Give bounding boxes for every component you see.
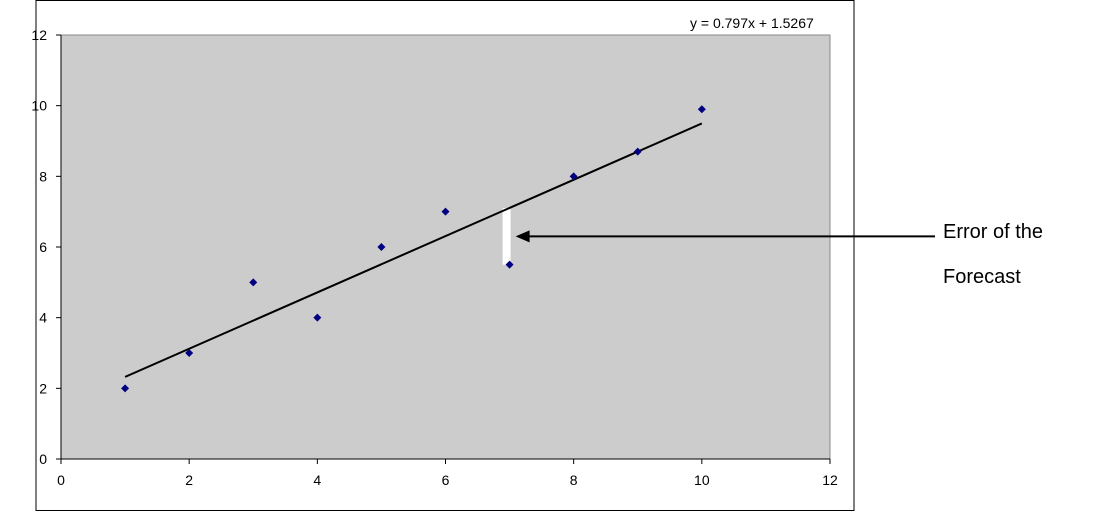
data-points (121, 105, 706, 393)
x-tick-label: 2 (185, 472, 193, 488)
data-point (697, 105, 706, 114)
y-tick-label: 6 (39, 239, 47, 255)
x-tick-label: 12 (822, 472, 838, 488)
trendline-equation: y = 0.797x + 1.5267 (690, 15, 814, 31)
x-tick-label: 10 (694, 472, 710, 488)
data-point (505, 260, 514, 269)
trendline (124, 122, 703, 378)
x-tick-label: 8 (570, 472, 578, 488)
data-point (633, 147, 642, 156)
y-tick-label: 8 (39, 168, 47, 184)
annotation-text-line1: Error of the (943, 221, 1043, 243)
data-point (441, 207, 450, 216)
x-tick-label: 4 (313, 472, 321, 488)
annotation-arrow-head (515, 230, 530, 243)
data-point (377, 243, 386, 251)
data-point (185, 349, 194, 357)
y-tick-label: 10 (31, 98, 47, 114)
x-tick-label: 6 (442, 472, 450, 488)
tick-labels: 0 2 4 6 8 10 12 0 2 4 6 8 10 12 (31, 27, 838, 488)
plot-area (60, 34, 831, 460)
y-tick-label: 4 (39, 310, 47, 326)
data-point (249, 278, 258, 287)
data-point (569, 172, 578, 181)
y-tick-label: 0 (39, 451, 47, 467)
data-point (313, 313, 322, 322)
error-highlight-bar (502, 208, 511, 265)
tick-marks (56, 34, 831, 464)
y-tick-label: 12 (31, 27, 47, 43)
annotation-text-line2: Forecast (943, 266, 1021, 288)
x-tick-label: 0 (57, 472, 65, 488)
y-tick-label: 2 (39, 380, 47, 396)
data-point (121, 384, 130, 393)
